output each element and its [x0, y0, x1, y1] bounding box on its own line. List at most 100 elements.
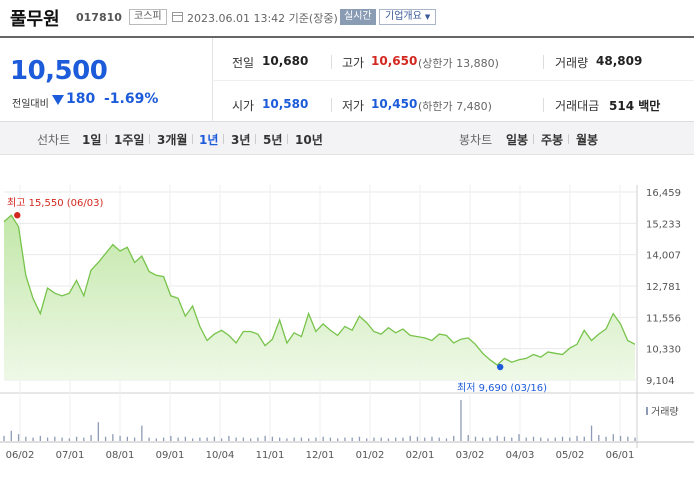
y-tick-label: 14,007	[646, 251, 681, 262]
volume-bar	[387, 438, 390, 441]
low-point-marker	[496, 363, 504, 371]
x-tick-label: 02/01	[406, 450, 435, 461]
period-1w[interactable]: 1주일	[114, 133, 145, 147]
candle-weekly[interactable]: 주봉	[541, 133, 564, 147]
divider	[223, 134, 224, 144]
period-5y[interactable]: 5년	[263, 133, 283, 147]
volume-bar	[358, 436, 361, 441]
lower-limit: (하한가 7,480)	[418, 100, 492, 113]
volume-value: 48,809	[596, 54, 643, 68]
volume-bar	[46, 437, 49, 441]
volume-bar	[286, 438, 288, 441]
volume-bar	[3, 435, 5, 441]
company-info-button[interactable]: 기업개요 ▼	[379, 9, 437, 25]
high-point-marker	[14, 212, 21, 219]
change-amount: 180	[66, 91, 96, 107]
company-info-label: 기업개요	[385, 11, 422, 22]
stock-name: 풀무원	[10, 9, 60, 30]
volume-bar	[561, 436, 564, 441]
amount-label: 거래대금	[555, 99, 600, 113]
volume-bar	[598, 435, 600, 441]
low-value: 10,450	[371, 97, 418, 111]
volume-bar	[453, 435, 455, 441]
dropdown-caret-icon: ▼	[424, 13, 431, 21]
candle-monthly[interactable]: 월봉	[576, 133, 599, 147]
volume-bar	[308, 438, 310, 441]
volume-bar	[10, 430, 12, 441]
volume-bar	[279, 437, 281, 441]
volume-bar	[25, 436, 27, 441]
x-tick-label: 05/02	[556, 450, 585, 461]
amount-value: 514 백만	[609, 99, 661, 113]
period-10y[interactable]: 10년	[295, 133, 323, 147]
volume-bar	[54, 436, 56, 441]
y-tick-label: 10,330	[646, 345, 681, 356]
period-1y[interactable]: 1년	[199, 133, 219, 147]
divider	[331, 55, 332, 69]
chart-period-bar: 선차트 1일 1주일 3개월 1년 3년 5년 10년 봉차트 일봉 주봉 월봉	[0, 122, 694, 155]
y-tick-label: 12,781	[646, 282, 681, 293]
volume-bar	[351, 437, 353, 441]
volume-bar	[337, 438, 339, 441]
candle-daily[interactable]: 일봉	[506, 133, 529, 147]
volume-bar	[141, 425, 143, 441]
x-tick-label: 04/03	[506, 450, 535, 461]
volume-bar	[315, 437, 317, 441]
volume-bar	[199, 437, 201, 441]
volume-bar	[32, 437, 34, 441]
divider	[192, 134, 193, 144]
volume-bar	[83, 437, 85, 441]
volume-bar	[532, 436, 535, 441]
realtime-button[interactable]: 실시간	[340, 9, 376, 25]
divider	[543, 98, 544, 112]
volume-bar	[634, 437, 636, 441]
volume-bar	[112, 434, 114, 441]
volume-bar	[424, 437, 426, 441]
price-chart-svg: 16,459 15,233 14,007 12,781 11,556 10,330 9,10…	[0, 185, 694, 461]
volume-bar	[300, 437, 303, 441]
volume-bar	[97, 422, 99, 441]
volume-bar	[540, 437, 542, 441]
calendar-icon	[172, 12, 183, 22]
x-tick-label: 12/01	[306, 450, 335, 461]
divider	[149, 134, 150, 144]
volume-bar	[249, 438, 252, 441]
divider	[331, 98, 332, 112]
period-1d[interactable]: 1일	[82, 133, 102, 147]
volume-bar	[242, 437, 245, 441]
x-tick-label: 03/02	[456, 450, 485, 461]
period-3m[interactable]: 3개월	[157, 133, 188, 147]
stock-header: 풀무원 017810 코스피 2023.06.01 13:42 기준(장중) 실…	[0, 0, 694, 36]
price-chart[interactable]: 16,459 15,233 14,007 12,781 11,556 10,330 9,10…	[0, 155, 694, 481]
volume-bar	[395, 437, 397, 441]
candle-chart-label: 봉차트	[459, 133, 493, 147]
volume-bar	[104, 436, 107, 441]
x-tick-label: 06/02	[6, 450, 35, 461]
volume-bar	[576, 435, 578, 441]
volume-bar	[191, 438, 194, 441]
divider	[533, 134, 534, 144]
volume-bar	[554, 437, 556, 441]
prev-close-value: 10,680	[262, 54, 309, 68]
divider	[543, 55, 544, 69]
volume-bar	[271, 436, 274, 441]
volume-bar	[409, 435, 411, 441]
volume-legend-icon	[646, 407, 648, 415]
x-tick-label: 11/01	[256, 450, 285, 461]
volume-bar	[496, 435, 498, 441]
volume-bar	[569, 437, 571, 441]
volume-bar	[155, 438, 158, 441]
volume-label: 거래량	[555, 56, 589, 70]
line-chart-label: 선차트	[37, 133, 71, 147]
volume-bar	[293, 437, 295, 441]
low-annotation: 최저 9,690 (03/16)	[457, 382, 547, 394]
volume-bar	[257, 437, 259, 441]
volume-bar	[39, 435, 41, 441]
divider	[287, 134, 288, 144]
volume-bar	[148, 437, 150, 441]
volume-bar	[126, 436, 128, 441]
period-3y[interactable]: 3년	[231, 133, 251, 147]
y-tick-label: 15,233	[646, 219, 681, 230]
volume-bar	[474, 436, 477, 441]
volume-bar	[467, 435, 469, 441]
